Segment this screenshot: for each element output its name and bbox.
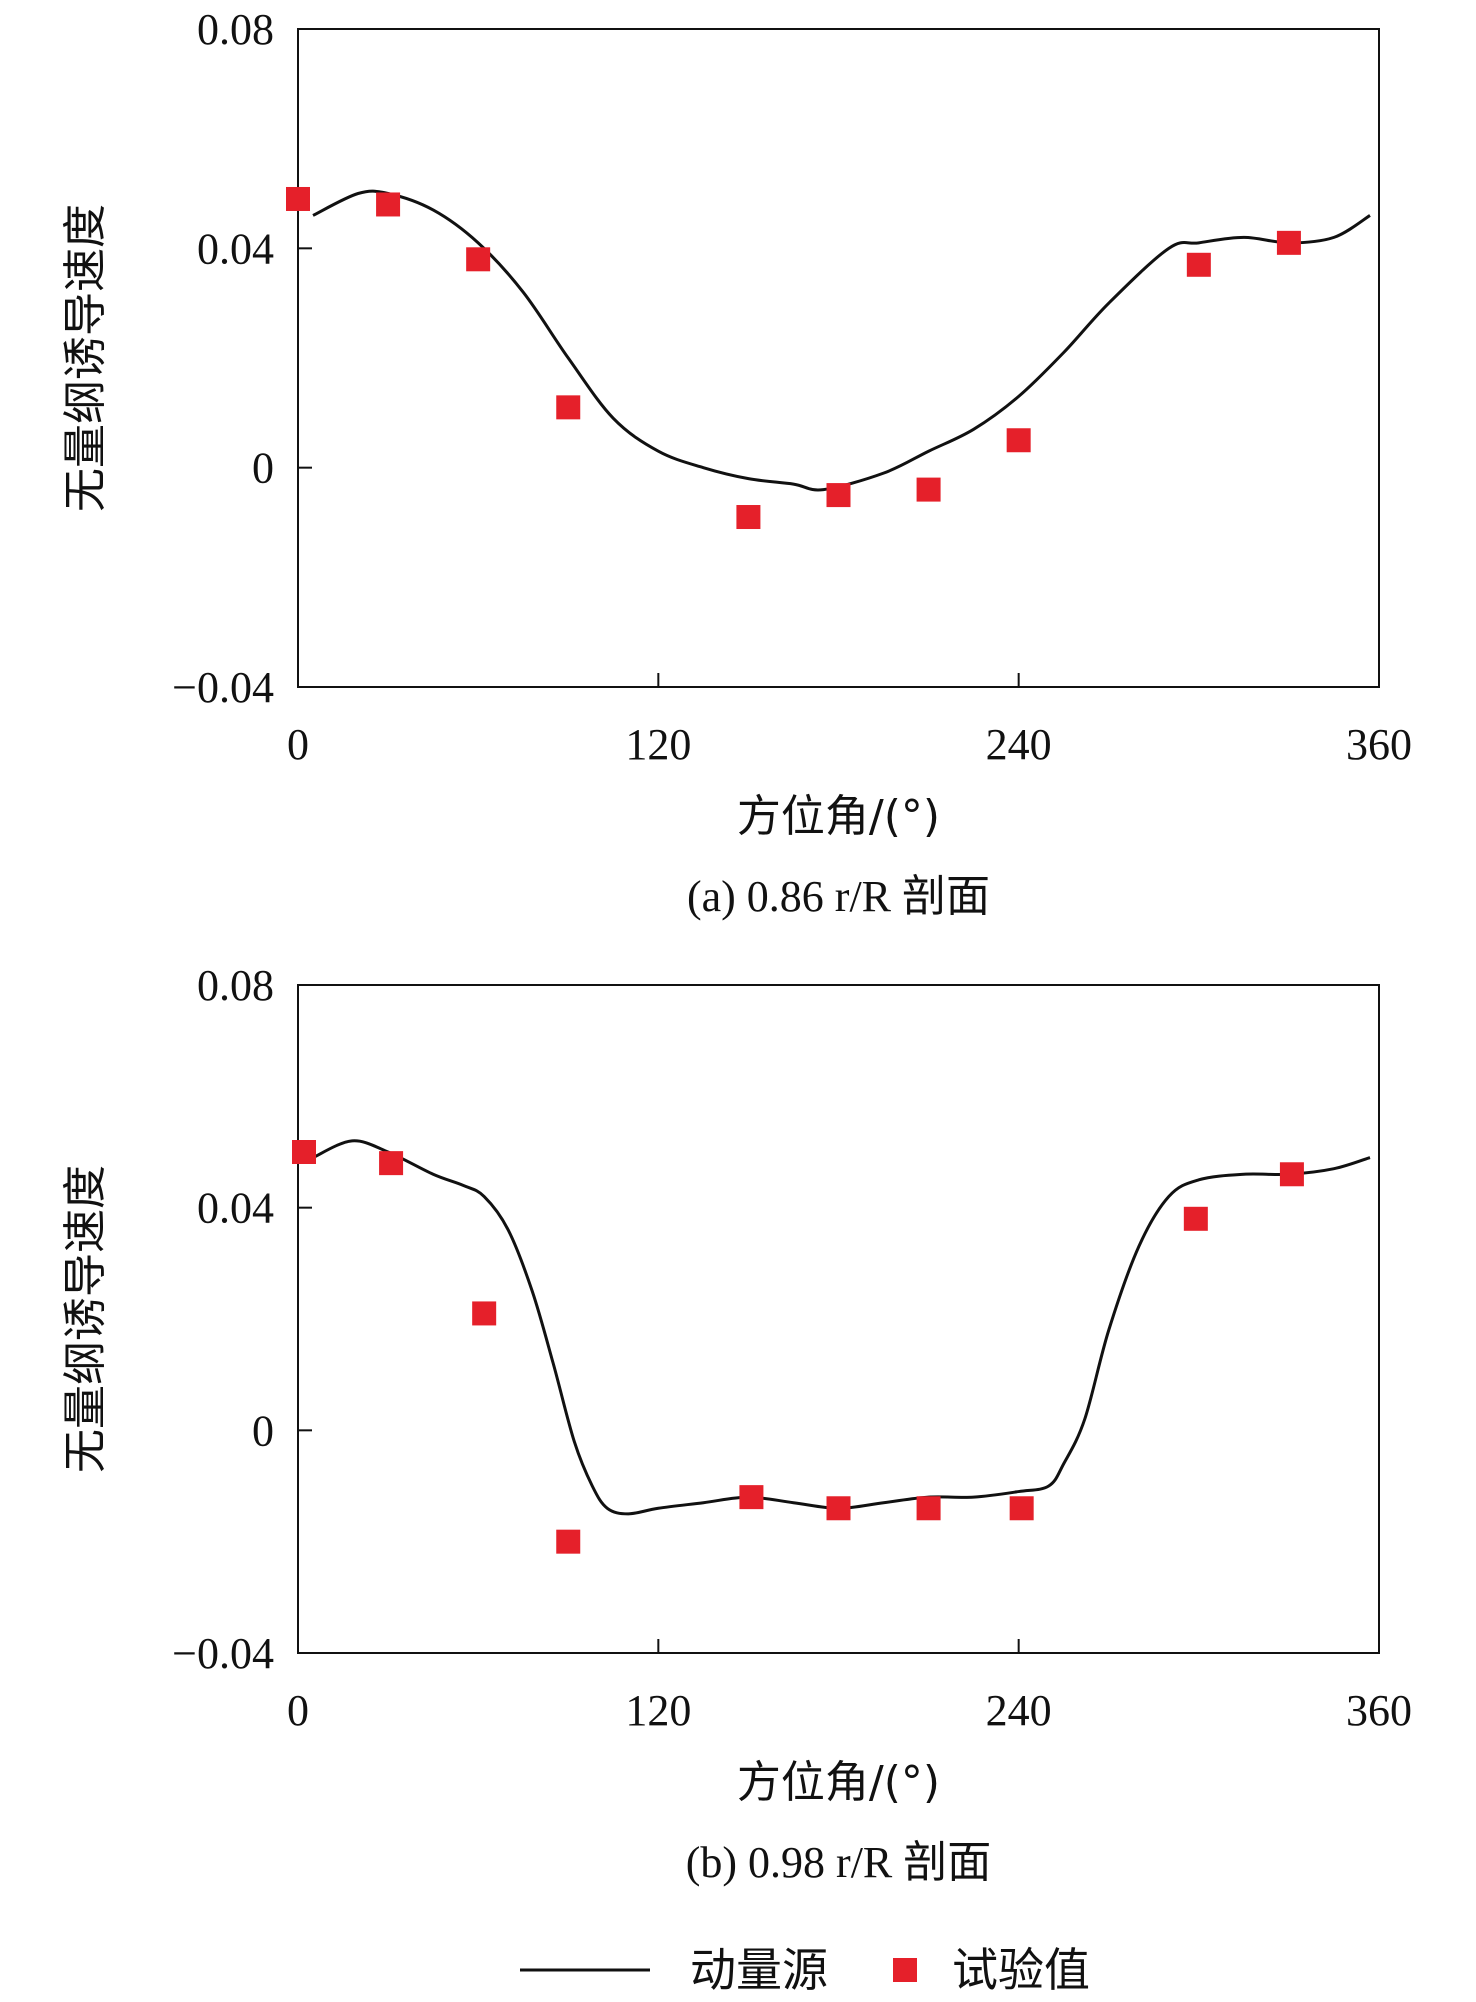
y-tick-label: −0.04 (172, 1629, 274, 1678)
data-point-test-value (292, 1140, 317, 1164)
x-tick-label: 0 (287, 1686, 309, 1735)
data-point-test-value (826, 483, 851, 508)
x-tick-label: 360 (1346, 720, 1412, 769)
data-point-test-value (1006, 428, 1031, 453)
legend-label-momentum-source: 动量源 (690, 1943, 828, 1997)
y-tick-label: −0.04 (172, 663, 274, 712)
legend-square-swatch (893, 1958, 917, 1982)
data-point-test-value (379, 1151, 404, 1176)
panel-caption: (a) 0.86 r/R 剖面 (687, 872, 990, 921)
x-tick-label: 240 (986, 720, 1052, 769)
data-point-test-value (556, 1529, 581, 1554)
plot-frame-a (297, 28, 1380, 688)
x-tick-label: 360 (1346, 1686, 1412, 1735)
data-point-test-value (286, 186, 310, 211)
y-tick-label: 0.08 (197, 961, 274, 1010)
data-point-test-value (916, 477, 941, 502)
data-point-test-value (1279, 1162, 1304, 1187)
data-point-test-value (466, 247, 491, 272)
legend: 动量源 试验值 (520, 1943, 1090, 1997)
data-point-test-value (736, 505, 761, 530)
data-point-test-value (376, 192, 401, 217)
y-tick-label: 0 (252, 444, 274, 493)
data-point-test-value (1183, 1206, 1208, 1231)
data-point-test-value (1186, 252, 1211, 277)
data-point-test-value (1276, 230, 1301, 255)
data-point-test-value (556, 395, 581, 420)
data-point-test-value (826, 1496, 851, 1521)
x-tick-label: 120 (625, 1686, 691, 1735)
y-tick-label: 0.04 (197, 224, 274, 273)
series-line-momentum-source (312, 189, 1371, 492)
y-tick-label: 0.08 (197, 5, 274, 54)
chart-panel-b: 0 120 240 360 0.08 0.04 0 −0.04 方位角/(°) 无量纲诱导速度 (b… (60, 961, 1412, 1887)
y-axis-title: 无量纲诱导速度 (60, 204, 111, 512)
series-line-momentum-source (312, 1139, 1371, 1516)
x-axis-title: 方位角/(°) (737, 791, 940, 842)
panel-caption: (b) 0.98 r/R 剖面 (686, 1838, 992, 1887)
data-point-test-value (1009, 1496, 1034, 1521)
data-point-test-value (916, 1496, 941, 1521)
chart-panel-a: 0 120 240 360 0.08 0.04 0 −0.04 方位角/(°) 无量纲诱导速度 (a… (60, 5, 1412, 921)
data-point-test-value (739, 1485, 764, 1510)
x-tick-label: 240 (986, 1686, 1052, 1735)
y-tick-label: 0.04 (197, 1184, 274, 1233)
x-tick-label: 0 (287, 720, 309, 769)
y-tick-label: 0 (252, 1406, 274, 1455)
data-point-test-value (472, 1301, 497, 1326)
legend-label-test-value: 试验值 (952, 1943, 1090, 1997)
x-axis-title: 方位角/(°) (737, 1757, 940, 1808)
y-axis-title: 无量纲诱导速度 (60, 1165, 111, 1473)
plot-frame-b (297, 984, 1380, 1654)
x-tick-label: 120 (625, 720, 691, 769)
